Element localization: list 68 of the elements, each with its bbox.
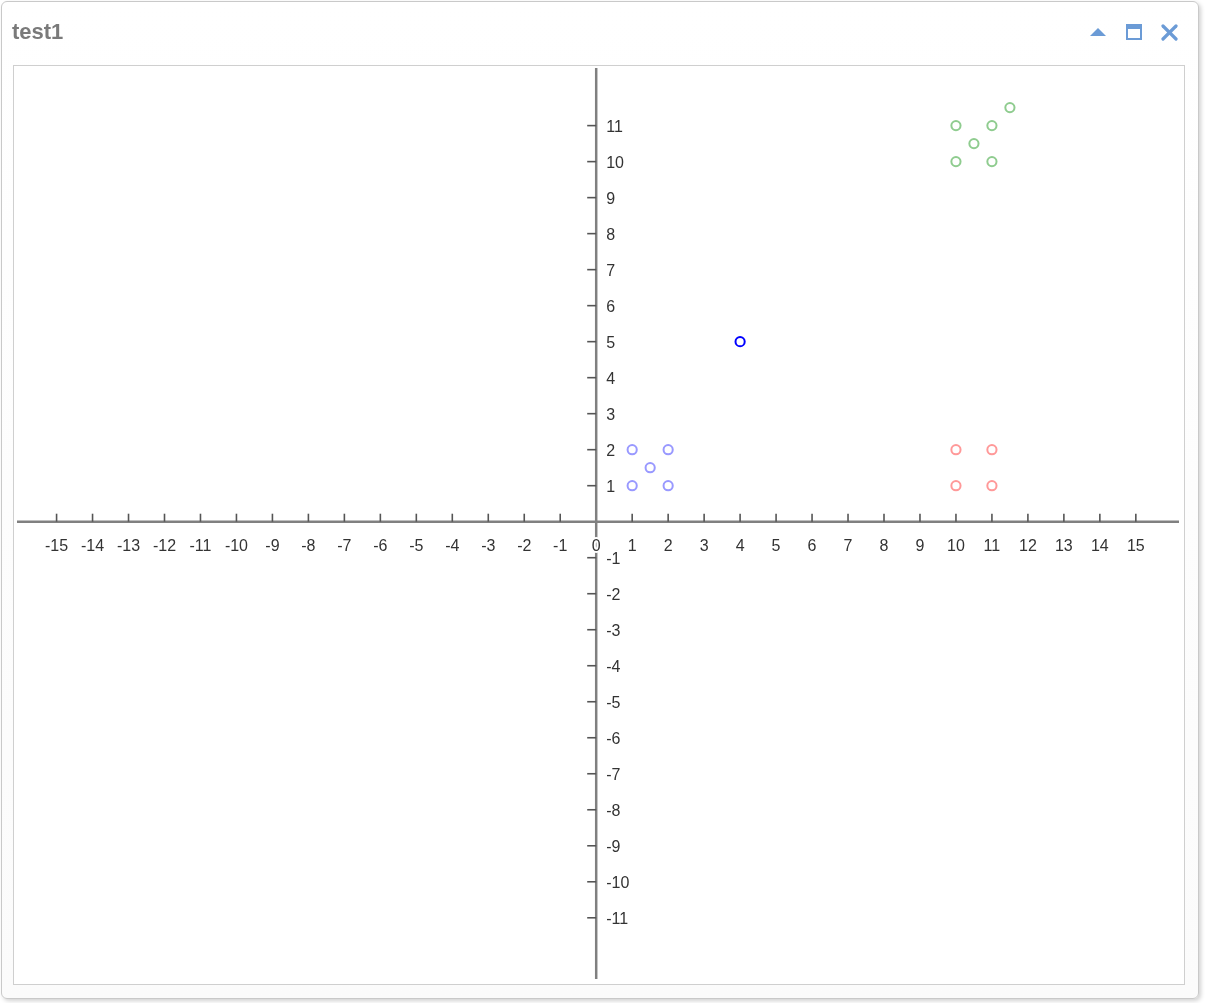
y-tick-label: -4: [606, 657, 621, 675]
x-tick-label: -9: [265, 536, 280, 554]
point: [986, 480, 998, 492]
y-tick-label: 3: [606, 405, 616, 423]
x-tick-label: -14: [80, 536, 105, 554]
y-tick-label: -7: [606, 765, 621, 783]
y-tick-label: -10: [606, 873, 630, 891]
x-tick-label: -6: [373, 536, 388, 554]
y-tick-label: -5: [606, 693, 621, 711]
x-tick-label: 8: [879, 536, 889, 554]
x-tick-label: 11: [983, 536, 1001, 554]
x-tick-label: -3: [481, 536, 496, 554]
x-tick-label: 9: [915, 536, 925, 554]
y-tick-label: -1: [606, 549, 621, 567]
y-tick-label: -11: [606, 909, 629, 927]
point: [968, 138, 980, 150]
x-tick-label: -15: [45, 536, 69, 554]
x-tick-label: 13: [1054, 536, 1073, 554]
y-tick-label: 1: [606, 477, 616, 495]
y-tick-label: -2: [606, 585, 621, 603]
point: [1004, 102, 1016, 114]
y-tick-label: -9: [606, 837, 621, 855]
x-tick-label: -12: [152, 536, 177, 554]
point: [626, 480, 638, 492]
x-tick-label: -7: [337, 536, 352, 554]
point: [986, 120, 998, 132]
x-tick-label: -11: [189, 536, 212, 554]
x-tick-label: -8: [301, 536, 316, 554]
x-tick-label: -4: [445, 536, 460, 554]
x-tick-label: 6: [807, 536, 817, 554]
y-tick-label: -8: [606, 801, 621, 819]
point: [950, 156, 962, 168]
chart-title: test1: [12, 18, 64, 46]
x-tick-label: 3: [699, 536, 709, 554]
x-tick-label: -2: [517, 536, 532, 554]
y-tick-label: 6: [606, 297, 616, 315]
point: [662, 480, 674, 492]
y-tick-label: -6: [606, 729, 621, 747]
point: [644, 462, 656, 474]
x-tick-label: -1: [553, 536, 568, 554]
point: [986, 444, 998, 456]
point: [950, 444, 962, 456]
x-tick-label: 14: [1090, 536, 1109, 554]
x-tick-label: -10: [224, 536, 249, 554]
y-tick-label: 9: [606, 189, 616, 207]
y-tick-label: -3: [606, 621, 621, 639]
x-tick-label: 5: [771, 536, 781, 554]
x-tick-label: 4: [735, 536, 745, 554]
point: [626, 444, 638, 456]
y-tick-label: 8: [606, 225, 616, 243]
x-tick-label: 15: [1126, 536, 1145, 554]
y-tick-label: 2: [606, 441, 616, 459]
y-tick-label: 4: [606, 369, 616, 387]
point: [950, 120, 962, 132]
point: [986, 156, 998, 168]
x-tick-label: 7: [843, 536, 853, 554]
y-tick-label: 5: [606, 333, 616, 351]
y-tick-label: 10: [606, 153, 625, 171]
x-tick-label: 2: [663, 536, 673, 554]
x-tick-label: -13: [116, 536, 141, 554]
point: [950, 480, 962, 492]
point: [734, 336, 746, 348]
y-tick-label: 11: [606, 117, 623, 135]
point: [662, 444, 674, 456]
y-tick-label: 7: [606, 261, 616, 279]
x-tick-label: 12: [1019, 536, 1037, 554]
x-tick-label: 10: [947, 536, 965, 554]
x-tick-label: -5: [409, 536, 424, 554]
